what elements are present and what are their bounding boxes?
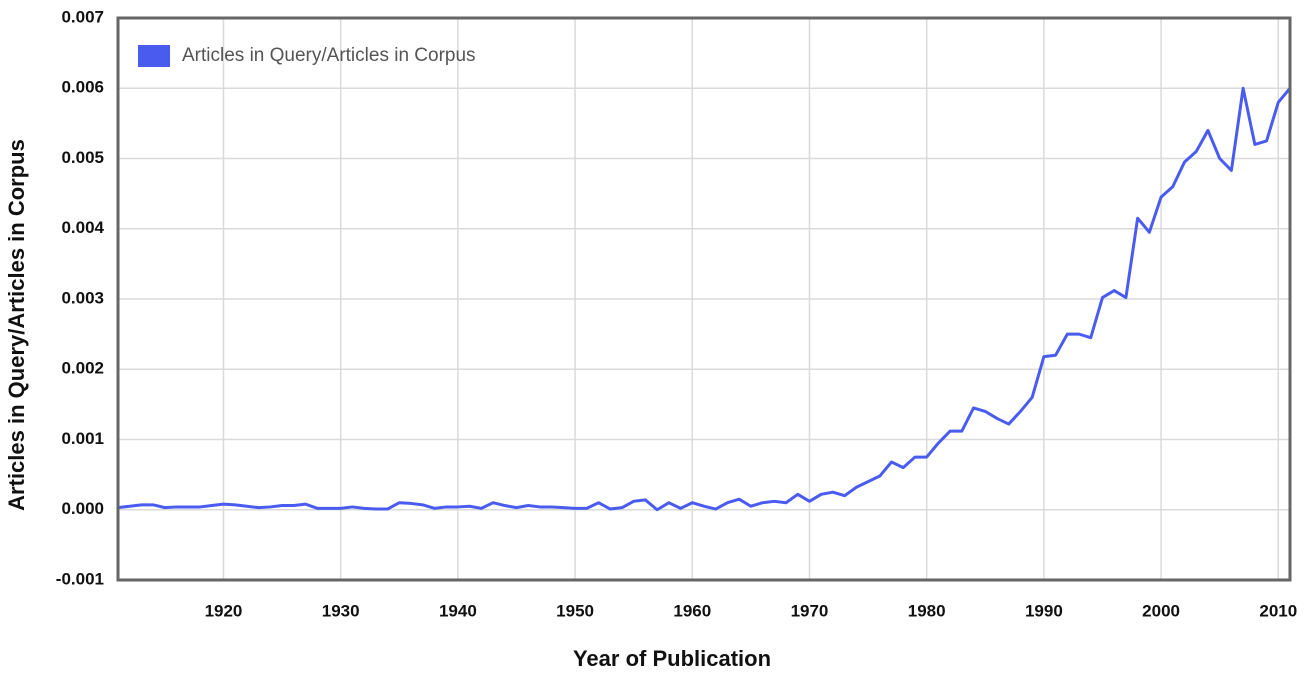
x-tick-label: 1980 — [908, 601, 946, 620]
x-tick-label: 1930 — [322, 601, 360, 620]
plot-border — [116, 16, 1292, 582]
x-tick-label: 2010 — [1259, 601, 1297, 620]
x-tick-label: 1940 — [439, 601, 477, 620]
data-line — [117, 86, 1292, 512]
x-tick-label: 1960 — [673, 601, 711, 620]
y-tick-label: -0.001 — [56, 569, 104, 588]
x-axis-title: Year of Publication — [573, 646, 771, 671]
x-tick-label: 1970 — [791, 601, 829, 620]
y-tick-label: 0.000 — [61, 499, 104, 518]
x-tick-label: 2000 — [1142, 601, 1180, 620]
y-axis-title: Articles in Query/Articles in Corpus — [4, 139, 29, 511]
legend-swatch — [138, 45, 170, 67]
y-tick-label: 0.001 — [61, 429, 104, 448]
y-tick-label: 0.005 — [61, 148, 104, 167]
y-tick-label: 0.003 — [61, 288, 104, 307]
y-tick-label: 0.007 — [61, 7, 104, 26]
x-tick-label: 1920 — [205, 601, 243, 620]
x-tick-label: 1990 — [1025, 601, 1063, 620]
y-tick-label: 0.004 — [61, 218, 104, 237]
legend-label: Articles in Query/Articles in Corpus — [182, 45, 476, 66]
y-tick-label: 0.002 — [61, 359, 104, 378]
y-tick-label: 0.006 — [61, 78, 104, 97]
x-tick-label: 1950 — [556, 601, 594, 620]
